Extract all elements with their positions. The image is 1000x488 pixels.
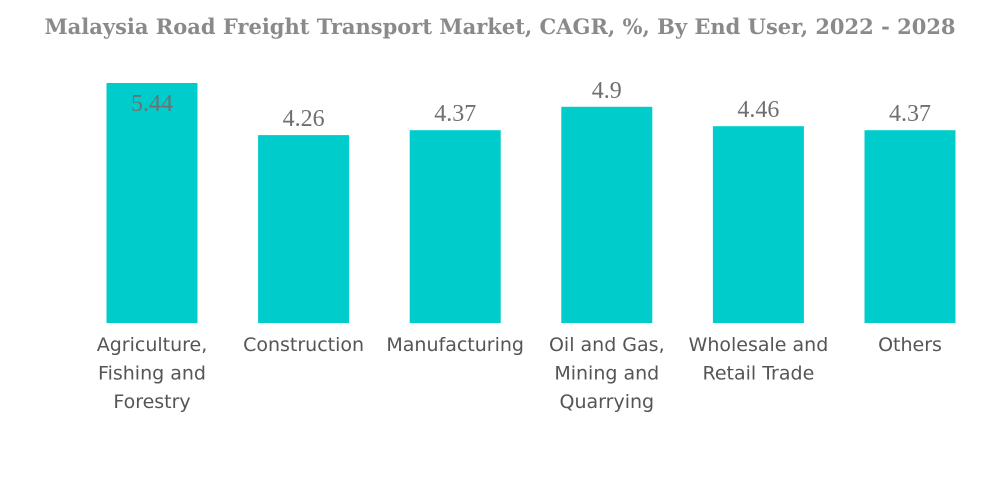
category-label-4-line-1: Retail Trade xyxy=(703,363,815,385)
category-label-3-line-2: Quarrying xyxy=(560,391,655,413)
category-label-2: Manufacturing xyxy=(386,334,524,356)
category-label-1: Construction xyxy=(243,334,364,356)
category-label-0-line-1: Fishing and xyxy=(98,363,206,385)
data-label-5: 4.37 xyxy=(889,101,931,127)
data-label-2: 4.37 xyxy=(434,101,476,127)
category-label-4-line-0: Wholesale and xyxy=(689,334,829,356)
category-label-0: Agriculture, Fishing and Forestry xyxy=(97,334,208,413)
data-label-3: 4.9 xyxy=(592,78,622,104)
bar-5 xyxy=(864,130,956,323)
data-label-0: 5.44 xyxy=(131,91,173,117)
category-label-5-line-0: Others xyxy=(878,334,942,356)
category-label-3: Oil and Gas, Mining and Quarrying xyxy=(549,334,665,413)
data-label-1: 4.26 xyxy=(283,106,325,132)
category-label-4: Wholesale and Retail Trade xyxy=(689,334,829,385)
category-label-3-line-1: Mining and xyxy=(554,363,659,385)
bar-0 xyxy=(106,83,198,323)
bar-2 xyxy=(409,130,501,323)
category-label-3-line-0: Oil and Gas, xyxy=(549,334,665,356)
category-label-0-line-0: Agriculture, xyxy=(97,334,208,356)
chart-title: Malaysia Road Freight Transport Market, … xyxy=(44,14,956,39)
data-label-4: 4.46 xyxy=(737,97,779,123)
bar-3 xyxy=(561,106,653,323)
category-label-1-line-0: Construction xyxy=(243,334,364,356)
bar-4 xyxy=(712,126,804,323)
category-label-0-line-2: Forestry xyxy=(113,391,190,413)
category-label-2-line-0: Manufacturing xyxy=(386,334,524,356)
category-label-5: Others xyxy=(878,334,942,356)
bar-1 xyxy=(258,135,350,323)
